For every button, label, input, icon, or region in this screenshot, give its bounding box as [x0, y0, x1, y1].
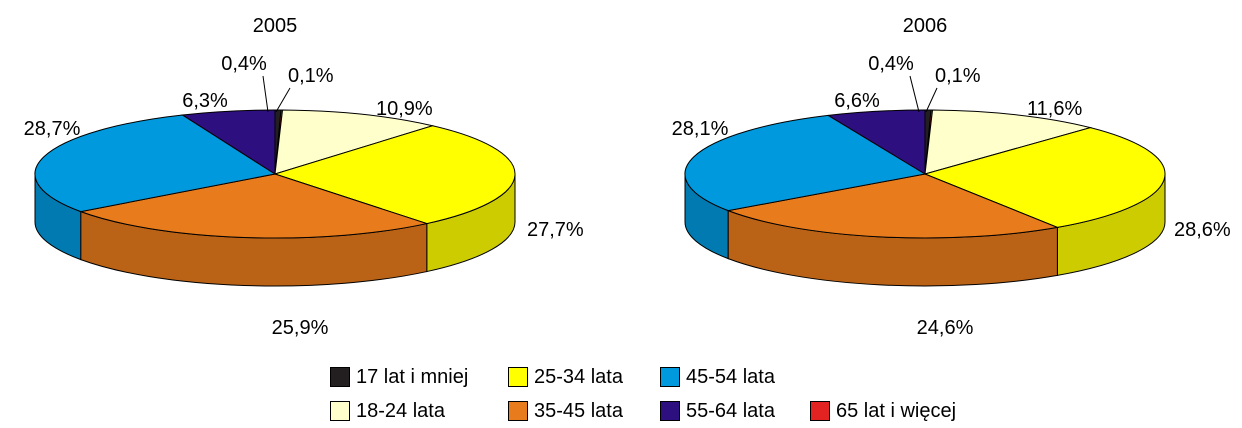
- data-label-55-64-lata: 6,3%: [182, 90, 228, 112]
- pie-slice-45-54-lata: [684, 114, 927, 212]
- legend-label: 35-45 lata: [534, 399, 623, 422]
- pie-slice-25-34-lata: [923, 127, 1166, 228]
- pie-slice-55-64-lata: [180, 109, 276, 175]
- legend-item: 55-64 lata: [660, 398, 775, 424]
- chart-title: 2005: [253, 15, 298, 37]
- legend-swatch-45-54-lata: [660, 367, 680, 387]
- data-label-65-lat-i-wiecej: 0,1%: [935, 65, 981, 87]
- legend-label: 45-54 lata: [686, 365, 775, 388]
- legend-item: 17 lat i mniej: [330, 364, 468, 390]
- data-label-17-lat-i-mniej: 0,4%: [868, 53, 914, 75]
- pie-slice-45-54-lata: [34, 114, 277, 213]
- legend-label: 25-34 lata: [534, 365, 623, 388]
- chart-title: 2006: [903, 15, 948, 37]
- pie-slice-18-24-lata: [274, 109, 435, 175]
- data-label-35-45-lata: 24,6%: [917, 317, 974, 339]
- data-label-45-54-lata: 28,7%: [24, 118, 81, 140]
- pie-slice-25-34-lata: [273, 125, 516, 225]
- data-label-17-lat-i-mniej: 0,4%: [221, 53, 267, 75]
- legend-item: 45-54 lata: [660, 364, 775, 390]
- legend-item: 35-45 lata: [508, 398, 623, 424]
- pie-slice-18-24-lata: [924, 109, 1093, 175]
- legend-swatch-65-lat-i-wiecej: [810, 401, 830, 421]
- leader-line: [925, 87, 938, 113]
- pie-slice-35-45-lata: [78, 173, 429, 239]
- data-label-25-34-lata: 28,6%: [1174, 219, 1231, 241]
- data-label-35-45-lata: 25,9%: [272, 317, 329, 339]
- data-label-18-24-lata: 10,9%: [376, 98, 433, 120]
- legend-label: 65 lat i więcej: [836, 399, 957, 422]
- data-label-45-54-lata: 28,1%: [672, 118, 729, 140]
- legend-label: 18-24 lata: [356, 399, 445, 422]
- legend-swatch-17-lat-i-mniej: [330, 367, 350, 387]
- legend-swatch-18-24-lata: [330, 401, 350, 421]
- leader-line: [909, 75, 920, 113]
- data-label-18-24-lata: 11,6%: [1027, 98, 1082, 120]
- legend-swatch-55-64-lata: [660, 401, 680, 421]
- legend-item: 65 lat i więcej: [810, 398, 956, 424]
- data-label-25-34-lata: 27,7%: [527, 219, 584, 241]
- legend-label: 55-64 lata: [686, 399, 775, 422]
- legend-item: 25-34 lata: [508, 364, 623, 390]
- pie-chart-2006: 2006 0,4% 0,1% 11,6% 28,6% 24,6% 28,1% 6,6%: [672, 15, 1231, 339]
- legend-swatch-25-34-lata: [508, 367, 528, 387]
- data-label-65-lat-i-wiecej: 0,1%: [288, 65, 334, 87]
- data-label-55-64-lata: 6,6%: [834, 90, 880, 112]
- pie-slice-55-64-lata: [826, 109, 926, 175]
- leader-line: [262, 75, 269, 113]
- pie-slice-35-45-lata: [726, 173, 1060, 239]
- leader-line: [275, 87, 291, 113]
- legend: 17 lat i mniej 25-34 lata 45-54 lata 18-…: [330, 364, 1030, 428]
- legend-item: 18-24 lata: [330, 398, 445, 424]
- legend-label: 17 lat i mniej: [356, 365, 469, 388]
- legend-swatch-35-45-lata: [508, 401, 528, 421]
- pie-chart-2005: 2005 0,4% 0,1% 10,9% 27,7% 25,9% 28,7% 6,3%: [24, 15, 584, 339]
